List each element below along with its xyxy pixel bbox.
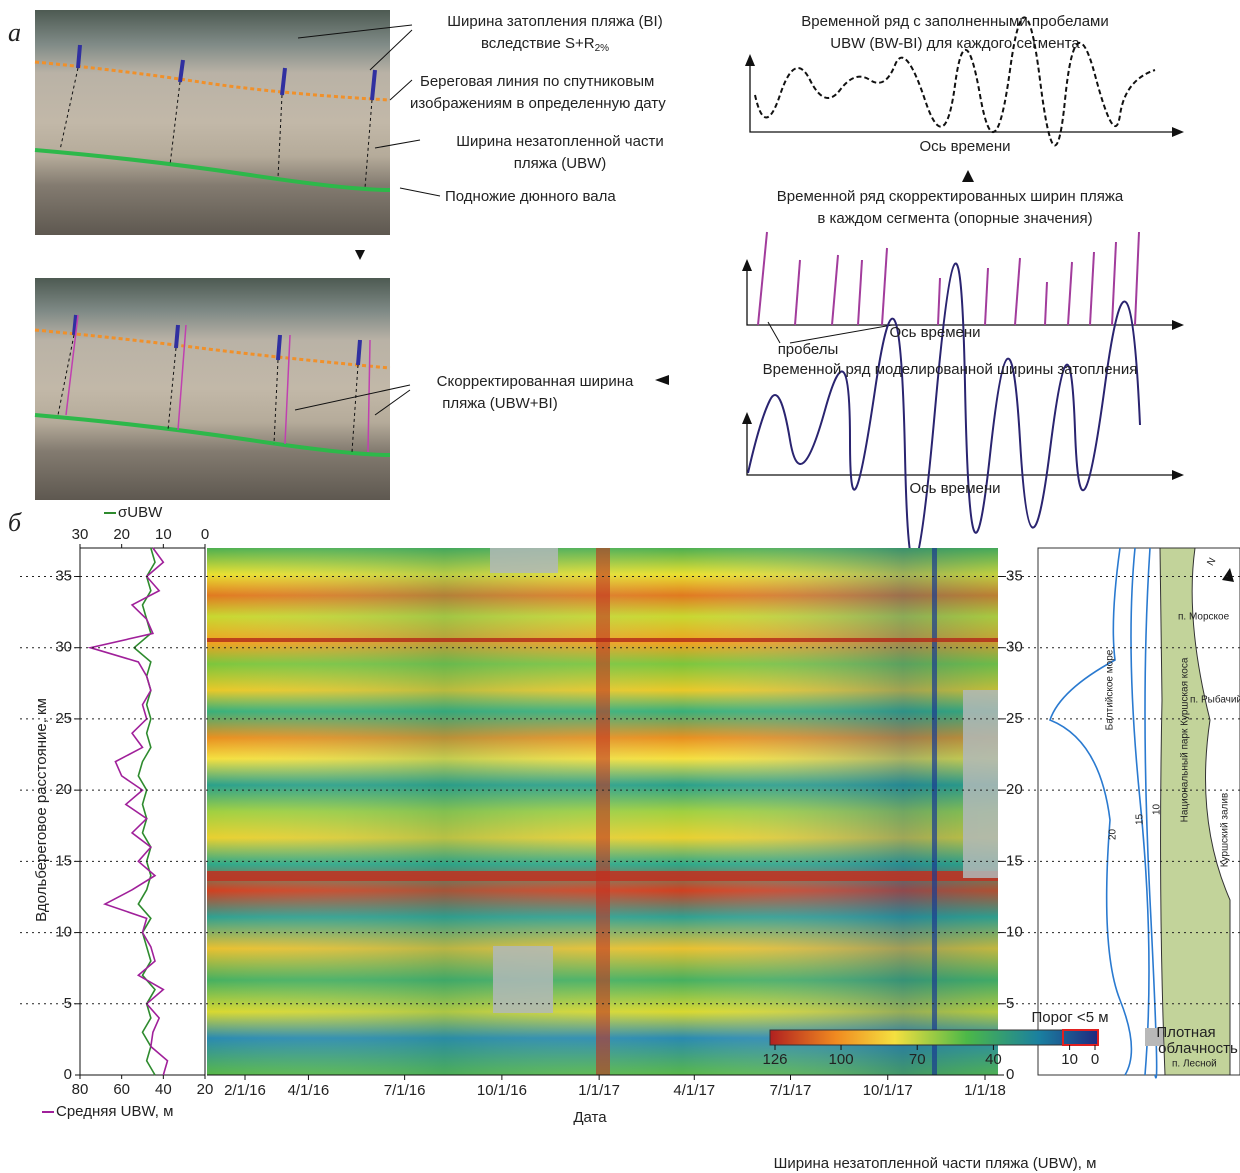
profile-line <box>87 547 169 1076</box>
x-tick-label: 0 <box>201 526 209 543</box>
axis-label: Ось времени <box>919 138 1010 155</box>
panel-label: а <box>8 18 21 47</box>
panel-label: б <box>8 508 22 537</box>
y-tick-label: 30 <box>1006 639 1023 656</box>
sketch-title: Временной ряд моделированной ширины зато… <box>763 361 1138 378</box>
colorbar <box>769 1029 1099 1046</box>
photo <box>35 278 390 500</box>
y-axis-label: Вдольбереговое расстояние, км <box>33 698 50 922</box>
colorbar-tick-label: 70 <box>909 1051 926 1068</box>
y-tick-label: 10 <box>1006 924 1023 941</box>
map-label: Балтийское море <box>1105 649 1116 730</box>
map-label: Национальный парк Куршская коса <box>1180 657 1191 822</box>
x-tick-label: 20 <box>113 526 130 543</box>
legend-label: облачность <box>1158 1040 1238 1057</box>
arrow <box>655 375 669 385</box>
colorbar-tick-label: 40 <box>985 1051 1002 1068</box>
annotation: пляжа (UBW+BI) <box>442 395 557 412</box>
x-tick-label: 10 <box>155 526 172 543</box>
y-tick-label: 25 <box>55 710 72 727</box>
x-tick-label: 40 <box>155 1081 172 1098</box>
colorbar-tick-label: 0 <box>1091 1051 1099 1068</box>
annotation: вследствие S+R2% <box>481 35 609 54</box>
y-tick-label: 15 <box>1006 852 1023 869</box>
annotation: Ширина затопления пляжа (BI) <box>447 13 662 30</box>
annotation: Ширина незатопленной части <box>456 133 663 150</box>
axis-label: Ось времени <box>909 480 1000 497</box>
north-label: N <box>1205 556 1218 568</box>
x-tick-label: 10/1/17 <box>863 1082 913 1099</box>
y-tick-label: 20 <box>55 781 72 798</box>
threshold-label: Порог <5 м <box>1031 1009 1108 1026</box>
axis-label: Ось времени <box>889 324 980 341</box>
annotation: Подножие дюнного вала <box>445 188 616 205</box>
x-tick-label: 4/1/17 <box>673 1082 715 1099</box>
x-tick-label: 2/1/16 <box>224 1082 266 1099</box>
x-tick-label: 30 <box>72 526 89 543</box>
legend-label: Средняя UBW, м <box>56 1103 173 1120</box>
photo <box>35 10 390 235</box>
x-tick-label: 60 <box>113 1081 130 1098</box>
legend-swatch <box>1145 1028 1163 1046</box>
heatmap-features <box>207 548 998 1075</box>
y-tick-label: 30 <box>55 639 72 656</box>
y-tick-label: 35 <box>1006 567 1023 584</box>
x-tick-label: 1/1/17 <box>578 1082 620 1099</box>
annotation: пробелы <box>778 341 839 358</box>
annotation: пляжа (UBW) <box>514 155 607 172</box>
sketch-title: Временной ряд с заполненными пробелами <box>801 13 1109 30</box>
x-tick-label: 7/1/16 <box>384 1082 426 1099</box>
map-label: Куршский залив <box>1220 793 1231 868</box>
y-tick-label: 0 <box>64 1066 72 1083</box>
y-tick-label: 10 <box>55 924 72 941</box>
map-label: 15 <box>1135 813 1146 825</box>
annotation: Скорректированная ширина <box>437 373 634 390</box>
y-tick-label: 0 <box>1006 1066 1014 1083</box>
photo-overlay <box>34 24 441 457</box>
profile-frame <box>79 547 206 1076</box>
x-tick-label: 10/1/16 <box>477 1082 527 1099</box>
sketch-title: в каждом сегмента (опорные значения) <box>817 210 1092 227</box>
map-label: 20 <box>1108 828 1119 840</box>
map <box>1037 547 1240 1079</box>
colorbar-label: Ширина незатопленной части пляжа (UBW), … <box>774 1155 1097 1172</box>
legend-label: σUBW <box>118 504 163 521</box>
threshold-box <box>1062 1029 1099 1046</box>
sketch <box>742 16 1184 564</box>
x-axis-label: Дата <box>573 1109 607 1126</box>
y-tick-label: 20 <box>1006 781 1023 798</box>
y-tick-label: 15 <box>55 852 72 869</box>
x-tick-label: 1/1/18 <box>964 1082 1006 1099</box>
x-tick-label: 80 <box>72 1081 89 1098</box>
profile-line <box>132 547 156 1076</box>
annotation-subscript: 2% <box>595 43 610 54</box>
annotation: Береговая линия по спутниковым <box>420 73 654 90</box>
x-tick-label: 4/1/16 <box>288 1082 330 1099</box>
y-tick-label: 25 <box>1006 710 1023 727</box>
annotation: изображениям в определенную дату <box>410 95 666 112</box>
sketch-title: UBW (BW-BI) для каждого сегмента <box>830 35 1080 52</box>
colorbar-tick-label: 126 <box>762 1051 787 1068</box>
sketch-title: Временной ряд скорректированных ширин пл… <box>777 188 1124 205</box>
colorbar-tick-label: 100 <box>829 1051 854 1068</box>
map-label: п. Морское <box>1178 612 1230 623</box>
x-tick-label: 7/1/17 <box>770 1082 812 1099</box>
annotation-text: вследствие S+R <box>481 35 595 52</box>
legend-label: Плотная <box>1156 1024 1215 1041</box>
map-label: п. Рыбачий <box>1190 694 1240 706</box>
y-tick-label: 35 <box>55 567 72 584</box>
colorbar-tick-label: 10 <box>1061 1051 1078 1068</box>
y-tick-label: 5 <box>64 995 72 1012</box>
x-tick-label: 20 <box>197 1081 214 1098</box>
map-label: 10 <box>1152 803 1163 815</box>
map-label: п. Лесной <box>1172 1059 1217 1070</box>
y-tick-label: 5 <box>1006 995 1014 1012</box>
